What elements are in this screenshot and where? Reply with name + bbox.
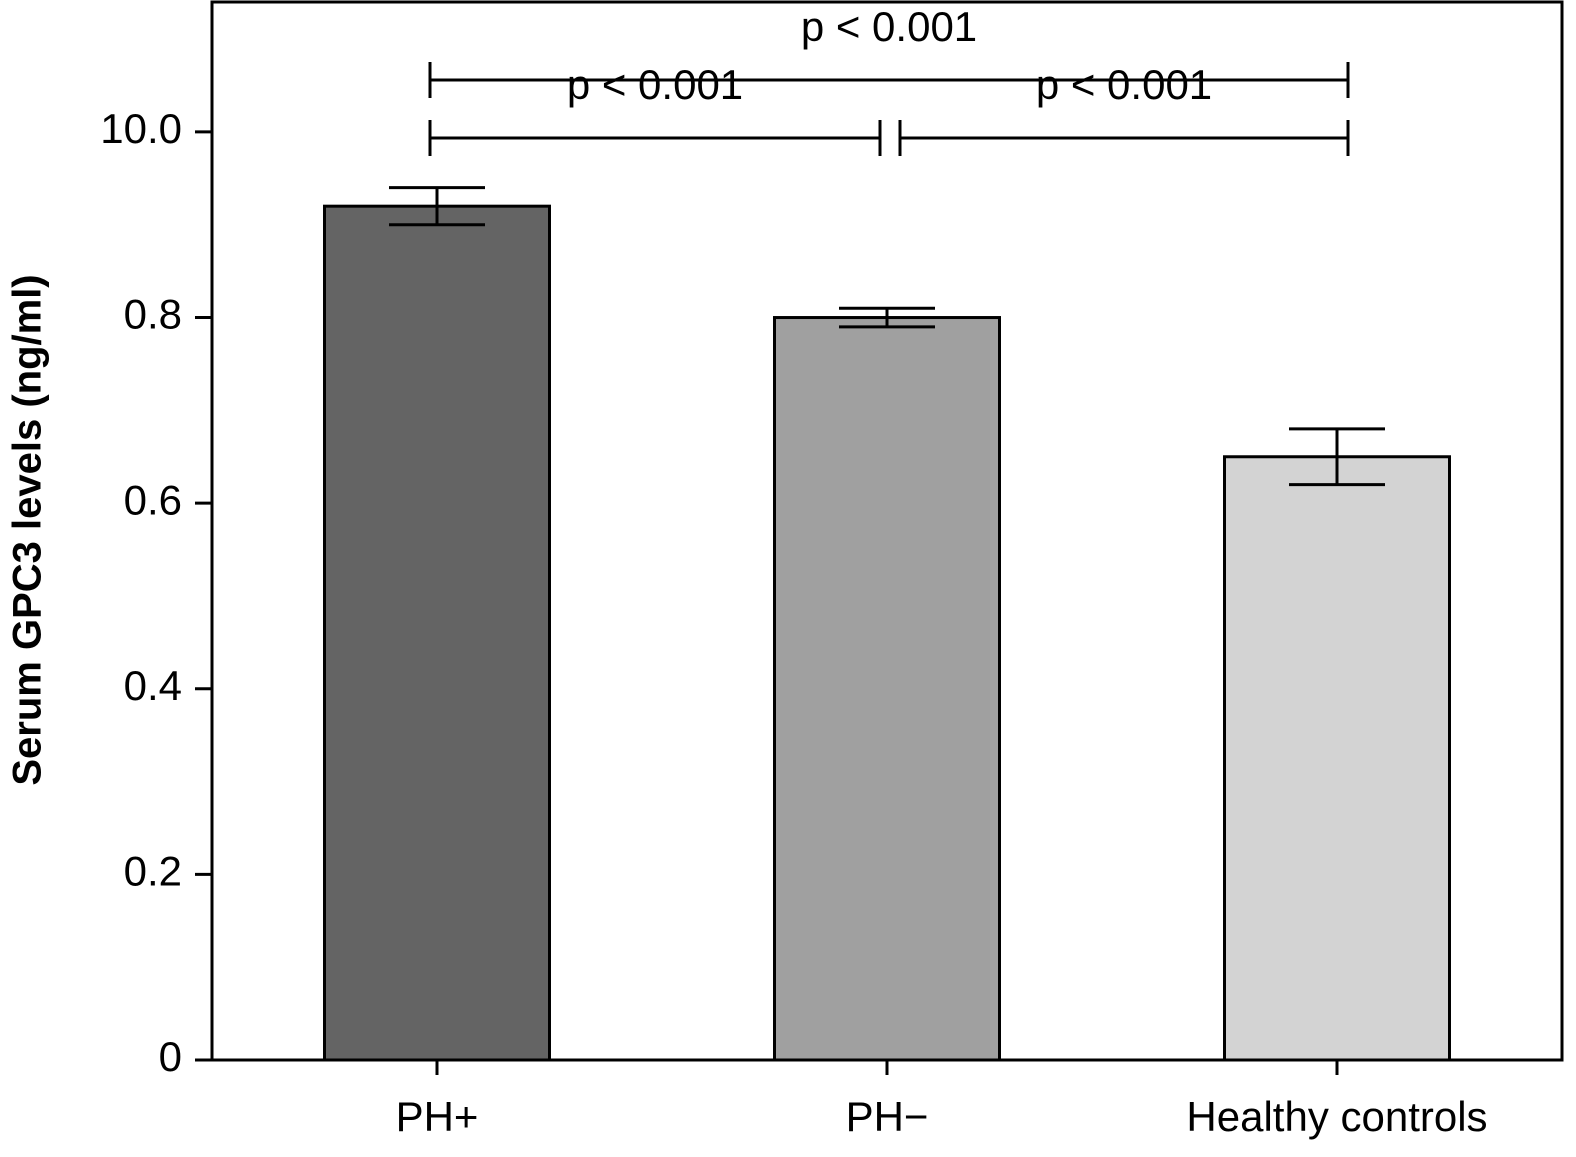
- p-value: p < 0.001: [567, 61, 743, 108]
- bar: [323, 204, 551, 1062]
- y-axis-title: Serum GPC3 levels (ng/ml): [6, 274, 50, 785]
- y-tick-label: 0.8: [124, 291, 182, 338]
- p-value: p < 0.001: [801, 3, 977, 50]
- x-tick-label: PH−: [846, 1093, 929, 1140]
- bar: [1223, 455, 1451, 1062]
- x-tick-label: PH+: [396, 1093, 479, 1140]
- y-tick-label: 0.4: [124, 662, 182, 709]
- x-tick-label: Healthy controls: [1186, 1093, 1487, 1140]
- y-tick-label: 0.2: [124, 847, 182, 894]
- y-tick-label: 0.6: [124, 476, 182, 523]
- p-value: p < 0.001: [1036, 61, 1212, 108]
- y-tick-label: 0: [159, 1033, 182, 1080]
- y-tick-label: 10.0: [100, 105, 182, 152]
- bar: [773, 316, 1001, 1062]
